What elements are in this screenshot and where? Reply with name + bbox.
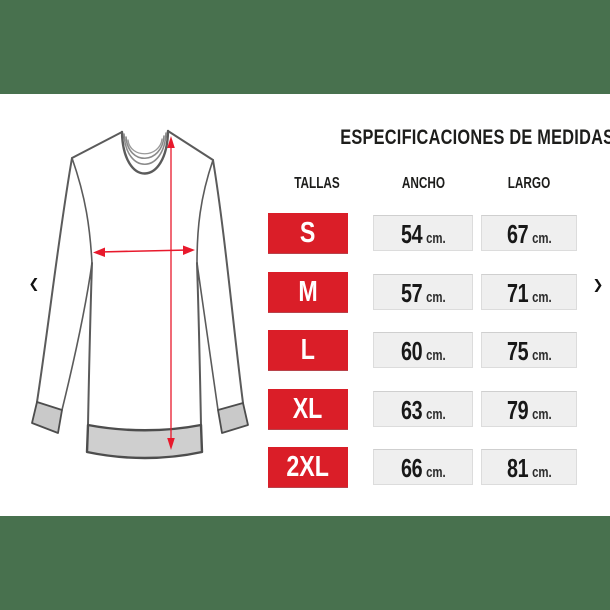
- unit-label: cm.: [531, 230, 552, 247]
- chevron-right-icon: ❯: [592, 277, 604, 292]
- size-cell: 2XL: [268, 447, 348, 488]
- ancho-value: 57: [400, 278, 423, 308]
- unit-label: cm.: [425, 289, 446, 306]
- size-row-l: L 60 cm. 75 cm.: [0, 330, 610, 371]
- ancho-cell: 63 cm.: [373, 391, 473, 427]
- width-measure-arrow: [93, 245, 195, 257]
- largo-cell: 75 cm.: [481, 332, 577, 368]
- carousel-next-button[interactable]: ❯: [588, 275, 608, 295]
- top-green-band: [0, 0, 610, 94]
- largo-value: 79: [506, 395, 529, 425]
- size-row-m: M 57 cm. 71 cm.: [0, 272, 610, 313]
- unit-label: cm.: [425, 406, 446, 423]
- carousel-prev-button[interactable]: ❮: [24, 274, 44, 294]
- size-label: 2XL: [286, 451, 330, 483]
- size-cell: S: [268, 213, 348, 254]
- largo-value: 75: [506, 336, 529, 366]
- ancho-value: 60: [400, 336, 423, 366]
- size-label: L: [300, 334, 316, 366]
- size-label: XL: [293, 393, 323, 425]
- unit-label: cm.: [425, 464, 446, 481]
- unit-label: cm.: [531, 289, 552, 306]
- column-header-largo: LARGO: [507, 175, 551, 192]
- largo-cell: 81 cm.: [481, 449, 577, 485]
- unit-label: cm.: [425, 230, 446, 247]
- sweater-measurement-diagram: [31, 129, 249, 460]
- chevron-left-icon: ❮: [28, 276, 40, 291]
- ancho-cell: 60 cm.: [373, 332, 473, 368]
- size-cell: L: [268, 330, 348, 371]
- size-cell: M: [268, 272, 348, 313]
- unit-label: cm.: [531, 347, 552, 364]
- ancho-value: 63: [400, 395, 423, 425]
- column-header-tallas: TALLAS: [294, 175, 340, 192]
- size-row-xl: XL 63 cm. 79 cm.: [0, 389, 610, 430]
- ancho-cell: 57 cm.: [373, 274, 473, 310]
- bottom-green-band: [0, 516, 610, 610]
- size-row-s: S 54 cm. 67 cm.: [0, 213, 610, 254]
- ancho-value: 66: [400, 453, 423, 483]
- sweater-outline: [31, 129, 249, 460]
- column-header-ancho: ANCHO: [401, 175, 445, 192]
- chart-title-text: ESPECIFICACIONES DE MEDIDAS: [340, 125, 610, 149]
- unit-label: cm.: [425, 347, 446, 364]
- unit-label: cm.: [531, 464, 552, 481]
- largo-cell: 79 cm.: [481, 391, 577, 427]
- largo-value: 71: [506, 278, 529, 308]
- size-label: S: [300, 217, 316, 249]
- chart-title: ESPECIFICACIONES DE MEDIDAS: [297, 124, 610, 150]
- largo-cell: 67 cm.: [481, 215, 577, 251]
- size-label: M: [298, 276, 318, 308]
- largo-cell: 71 cm.: [481, 274, 577, 310]
- largo-value: 81: [506, 453, 529, 483]
- size-row-2xl: 2XL 66 cm. 81 cm.: [0, 447, 610, 488]
- ancho-value: 54: [400, 219, 423, 249]
- unit-label: cm.: [531, 406, 552, 423]
- ancho-cell: 54 cm.: [373, 215, 473, 251]
- length-measure-arrow: [167, 136, 175, 450]
- ancho-cell: 66 cm.: [373, 449, 473, 485]
- largo-value: 67: [506, 219, 529, 249]
- size-cell: XL: [268, 389, 348, 430]
